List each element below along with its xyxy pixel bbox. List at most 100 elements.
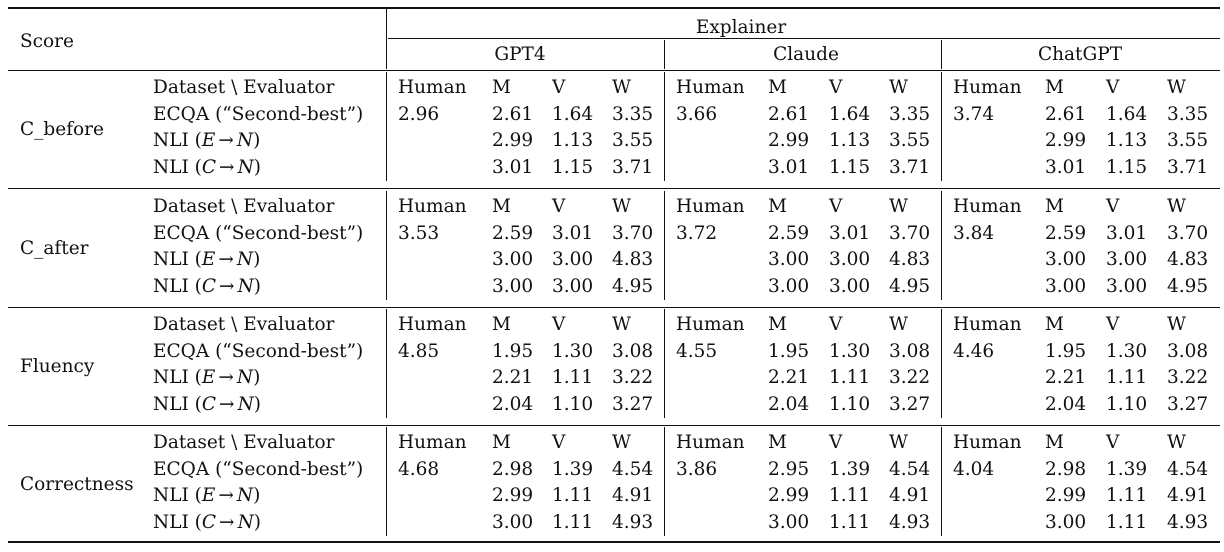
top-rule [8,7,1220,9]
score-m: 3.01 [1045,156,1087,178]
dataset-nli-en-label-close: ) [253,367,261,388]
dataset-nli-en-label: NLI (E → N) [153,249,260,271]
dataset-nli-en-label-prefix: NLI ( [153,249,202,270]
score-v: 1.30 [552,340,594,362]
explainer-gpt4: GPT4 [494,44,546,65]
score-m: 3.01 [768,156,810,178]
score-w: 3.70 [612,222,654,244]
score-m: 2.98 [492,458,534,480]
dataset-nli-cn-label-arrow: → [219,511,235,533]
col-header-human: Human [398,196,467,217]
score-m: 3.01 [492,156,534,178]
col-header-w: W [612,314,632,335]
col-header-w: W [1167,432,1187,453]
block-divider [941,427,942,536]
col-header-m: M [492,432,511,453]
col-header-v: V [829,77,843,98]
score-m: 2.61 [1045,103,1087,125]
header-divider-claude-chatgpt [941,40,942,69]
dataset-evaluator-label: Dataset \ Evaluator [153,432,335,453]
block-divider [941,191,942,300]
col-header-w: W [889,196,909,217]
col-header-v: V [1106,432,1120,453]
header-rule [8,70,1220,71]
score-v: 1.39 [829,458,871,480]
dataset-nli-en-label-premise: E [201,485,216,506]
score-m: 2.99 [768,130,810,151]
score-m: 3.00 [768,275,810,297]
score-v: 1.10 [829,393,871,415]
score-m: 3.00 [492,511,534,533]
score-w: 3.27 [1167,393,1209,415]
human-score: 4.55 [676,340,718,362]
score-v: 1.11 [829,367,871,388]
explainer-chatgpt: ChatGPT [1037,44,1123,65]
dataset-evaluator-label: Dataset \ Evaluator [153,77,335,98]
dataset-nli-cn-label-target: N [237,393,254,415]
col-header-m: M [768,196,787,217]
block-divider [664,191,665,300]
col-header-w: W [1167,196,1187,217]
score-v: 3.00 [552,275,594,297]
dataset-nli-en-label-premise: E [201,367,216,388]
score-m: 2.59 [492,222,534,244]
score-v: 3.00 [829,275,871,297]
score-m: 3.00 [768,249,810,270]
col-header-human: Human [398,314,467,335]
score-v: 3.01 [1106,222,1148,244]
dataset-nli-cn-label-arrow: → [219,156,235,178]
dataset-nli-cn-label-prefix: NLI ( [153,393,202,415]
score-w: 3.71 [612,156,654,178]
score-m: 2.59 [1045,222,1087,244]
dataset-nli-cn-label: NLI (C → N) [153,394,261,416]
score-m: 3.00 [1045,511,1087,533]
col-header-w: W [612,77,632,98]
score-v: 1.13 [1106,130,1148,151]
score-m: 2.99 [1045,130,1087,151]
score-w: 4.83 [612,249,654,270]
dataset-nli-en-label-arrow: → [218,367,234,388]
score-v: 1.11 [829,485,871,506]
header-divider-gpt4-claude [664,40,665,69]
score-w: 4.91 [1167,485,1209,506]
score-label: C_after [20,238,89,259]
score-w: 4.83 [889,249,931,270]
col-header-human: Human [953,314,1022,335]
score-w: 3.35 [889,103,931,125]
col-header-human: Human [676,196,745,217]
score-v: 1.15 [552,156,594,178]
col-header-v: V [552,432,566,453]
score-w: 4.54 [612,458,654,480]
dataset-nli-en-label-target: N [236,485,254,506]
score-v: 1.10 [1106,393,1148,415]
score-w: 3.71 [889,156,931,178]
col-header-v: V [552,196,566,217]
dataset-nli-cn-label-target: N [237,156,254,178]
col-header-v: V [829,432,843,453]
col-header-m: M [1045,314,1064,335]
human-score: 4.68 [398,458,440,480]
score-w: 4.83 [1167,249,1209,270]
score-v: 1.30 [1106,340,1148,362]
score-v: 1.39 [1106,458,1148,480]
score-v: 1.11 [552,367,594,388]
dataset-nli-cn-label-prefix: NLI ( [153,156,202,178]
score-m: 1.95 [768,340,810,362]
score-m: 2.21 [768,367,810,388]
dataset-nli-cn-label: NLI (C → N) [153,276,261,298]
col-header-w: W [889,432,909,453]
dataset-nli-cn-label-target: N [237,275,254,297]
score-v: 1.15 [1106,156,1148,178]
col-header-human: Human [676,432,745,453]
score-v: 1.11 [1106,511,1148,533]
dataset-nli-cn-label-premise: C [201,511,217,533]
score-v: 1.13 [552,130,594,151]
dataset-nli-cn-label-target: N [237,511,254,533]
col-header-v: V [829,196,843,217]
dataset-nli-cn-label-close: ) [253,275,261,297]
score-m: 2.61 [768,103,810,125]
score-w: 3.08 [612,340,654,362]
score-m: 2.21 [1045,367,1087,388]
score-w: 4.95 [1167,275,1209,297]
score-m: 2.04 [768,393,810,415]
